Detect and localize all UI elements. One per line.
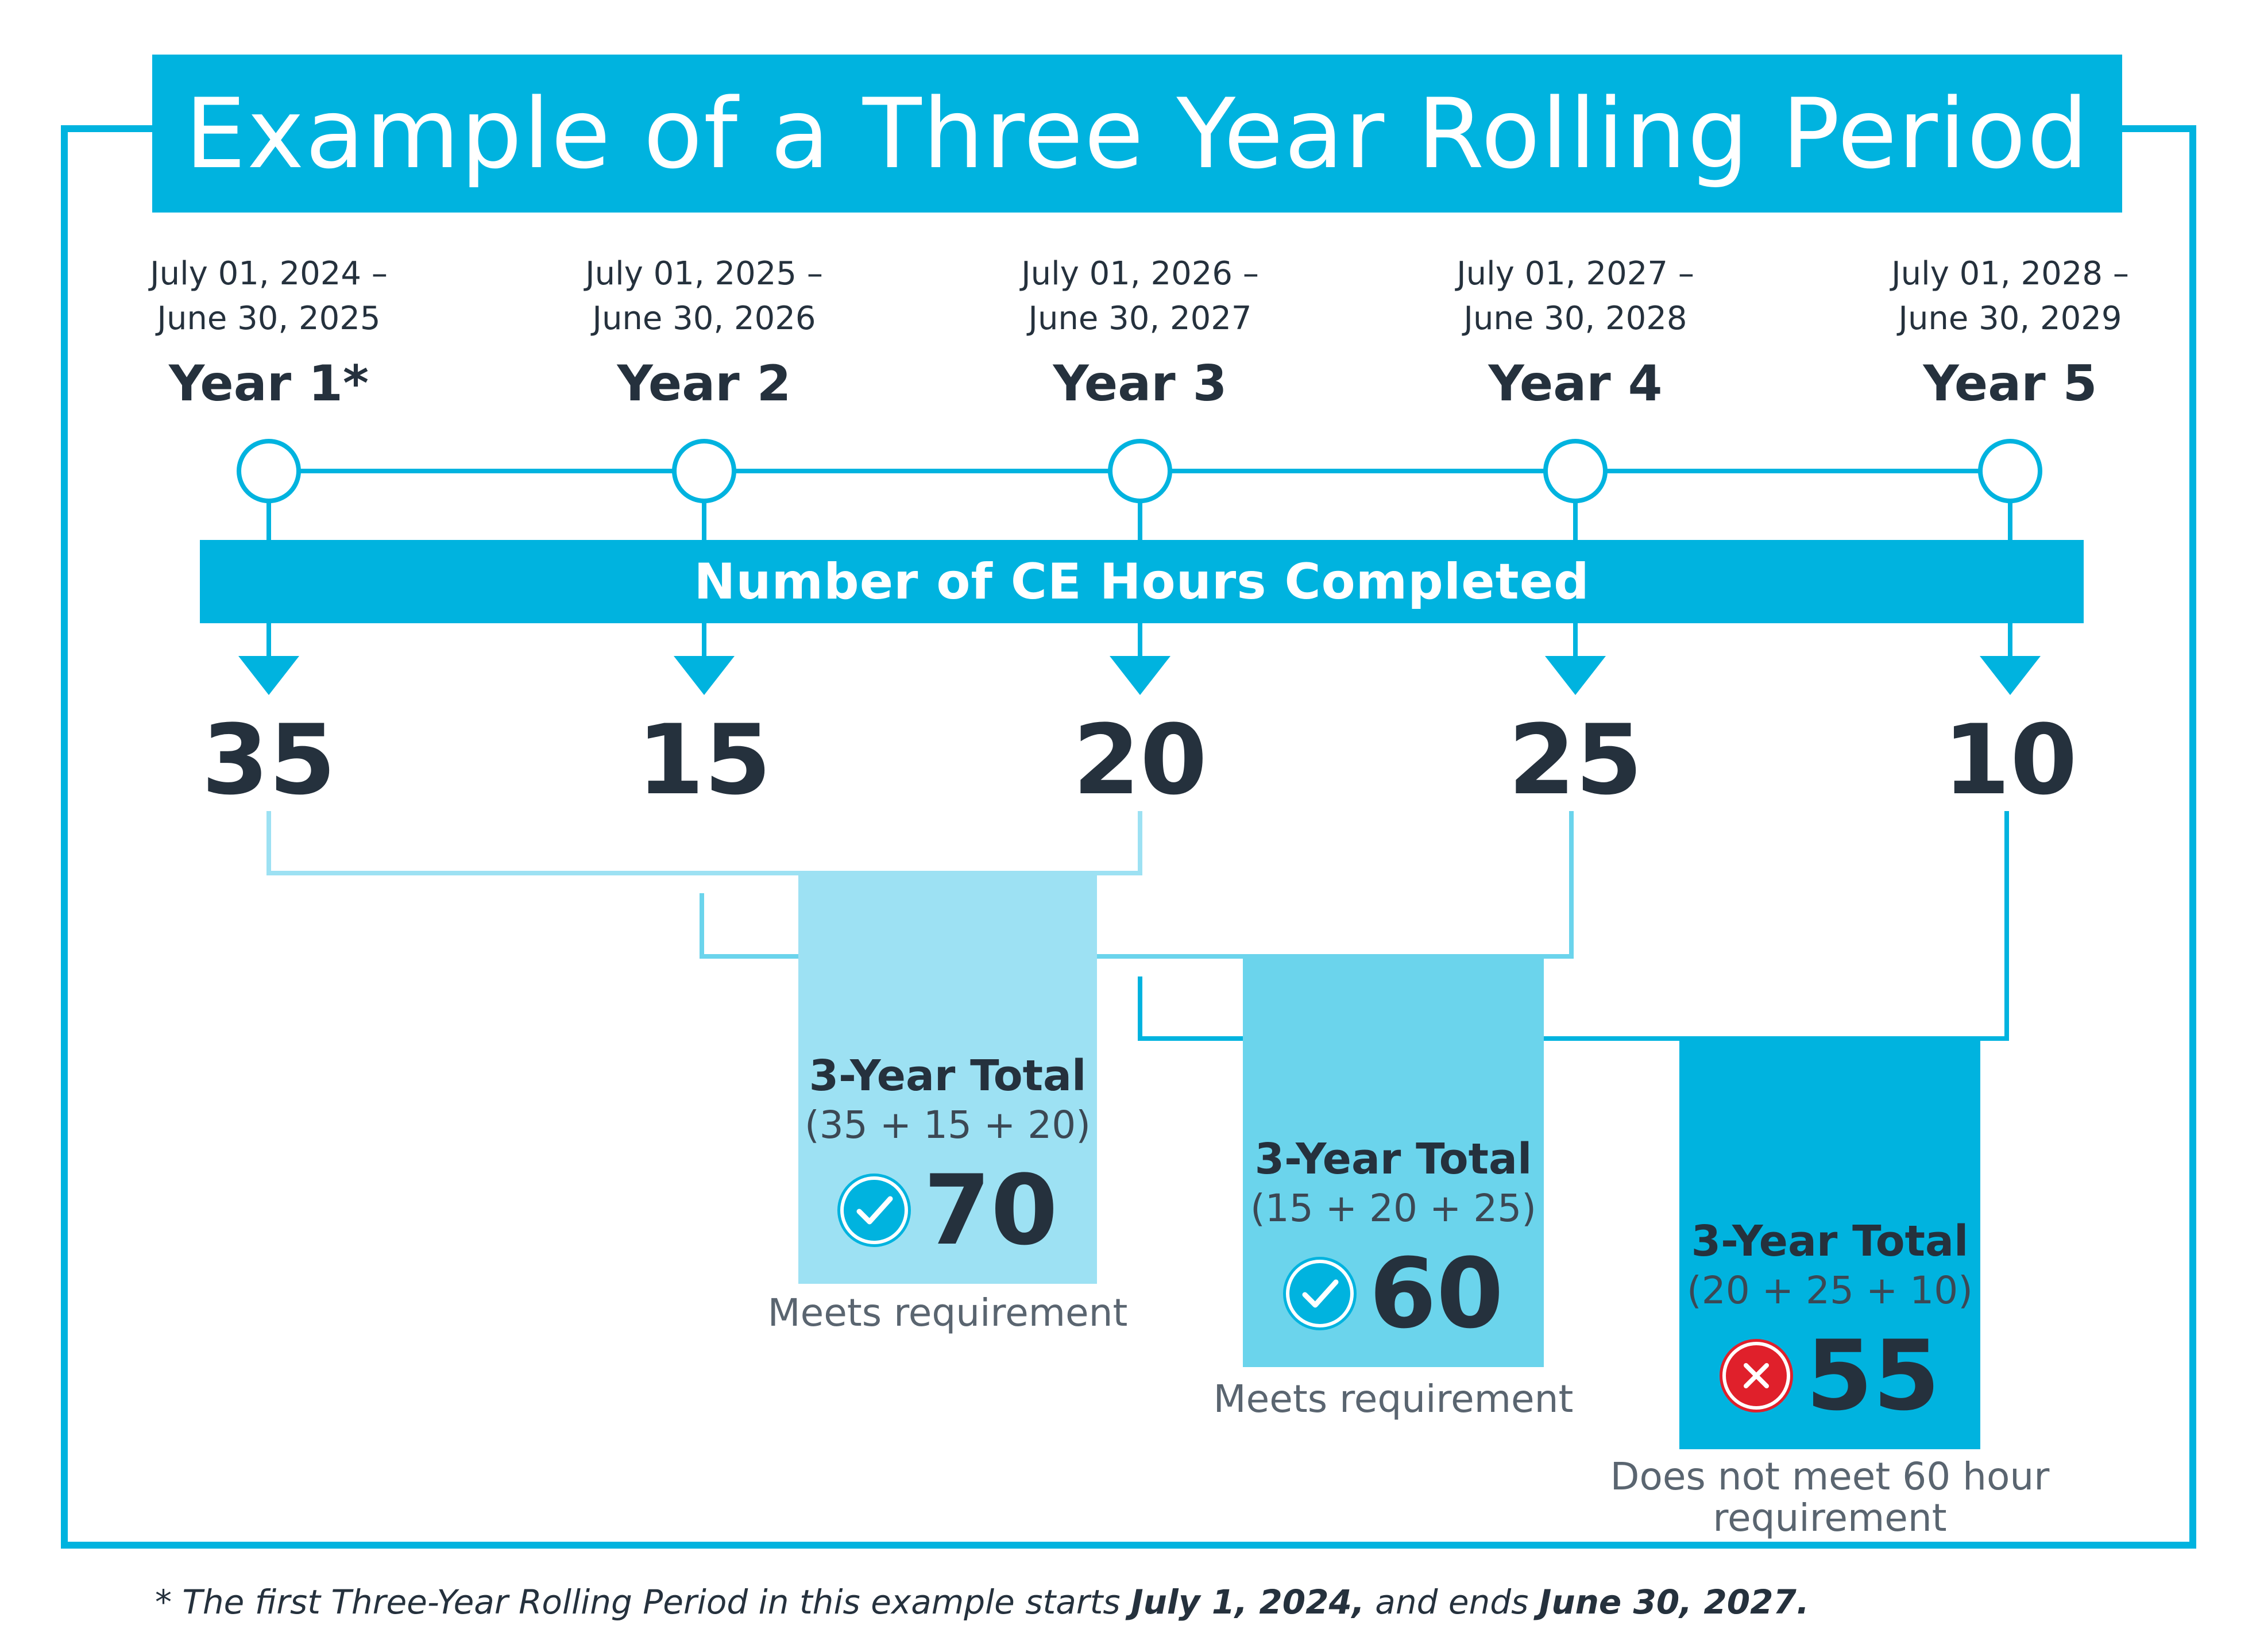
- year-label: Year 2: [617, 355, 791, 412]
- x-circle-icon: [1720, 1339, 1794, 1412]
- bracket-period-1: [266, 811, 1142, 875]
- total-formula: (15 + 20 + 25): [1250, 1186, 1536, 1230]
- year-label: Year 3: [1053, 355, 1227, 412]
- timeline-node-5: [1978, 439, 2042, 503]
- total-box-1: 3-Year Total (35 + 15 + 20) 70: [798, 1051, 1097, 1259]
- year-header-2: July 01, 2025 – June 30, 2026 Year 2: [543, 252, 865, 412]
- total-title: 3-Year Total: [1254, 1134, 1532, 1184]
- timeline-node-3: [1108, 439, 1172, 503]
- verdict-line-1: Does not meet 60 hour: [1610, 1454, 2050, 1499]
- ce-hours-bar: Number of CE Hours Completed: [200, 540, 2084, 623]
- hours-value-2: 15: [637, 704, 771, 816]
- ce-hours-bar-label: Number of CE Hours Completed: [694, 553, 1590, 611]
- footnote-end-date: June 30, 2027.: [1539, 1582, 1809, 1622]
- total-formula: (35 + 15 + 20): [805, 1103, 1091, 1147]
- year-label: Year 5: [1923, 355, 2097, 412]
- hours-value-4: 25: [1508, 704, 1643, 816]
- verdict-text-2: Meets requirement: [1213, 1377, 1574, 1421]
- verdict-line-2: requirement: [1713, 1496, 1947, 1540]
- total-value: 60: [1369, 1237, 1504, 1350]
- total-box-2: 3-Year Total (15 + 20 + 25) 60: [1243, 1134, 1544, 1342]
- year-range-end: June 30, 2025: [157, 300, 381, 337]
- timeline-node-4: [1543, 439, 1608, 503]
- total-result: 70: [798, 1161, 1097, 1259]
- check-circle-icon: [1283, 1257, 1357, 1330]
- hours-value-1: 35: [202, 704, 336, 816]
- title-banner: Example of a Three Year Rolling Period: [152, 55, 2122, 213]
- total-box-3: 3-Year Total (20 + 25 + 10) 55: [1679, 1217, 1980, 1425]
- year-label: Year 4: [1488, 355, 1663, 412]
- year-range-end: June 30, 2029: [1898, 300, 2122, 337]
- timeline-node-1: [237, 439, 301, 503]
- check-circle-icon: [837, 1174, 911, 1247]
- footnote: * The first Three-Year Rolling Period in…: [155, 1582, 1809, 1622]
- down-arrow-icon: [1110, 623, 1170, 695]
- total-title: 3-Year Total: [809, 1051, 1087, 1101]
- year-range-start: July 01, 2024 –: [150, 255, 388, 292]
- page-title: Example of a Three Year Rolling Period: [185, 77, 2089, 190]
- total-formula: (20 + 25 + 10): [1687, 1268, 1973, 1313]
- year-header-1: July 01, 2024 – June 30, 2025 Year 1*: [108, 252, 430, 412]
- down-arrow-icon: [1545, 623, 1606, 695]
- down-arrow-icon: [674, 623, 735, 695]
- total-value: 55: [1806, 1319, 1940, 1432]
- down-arrow-icon: [1980, 623, 2041, 695]
- verdict-text-1: Meets requirement: [767, 1291, 1128, 1335]
- bracket-period-2: [700, 811, 1574, 959]
- footnote-middle: and ends: [1364, 1582, 1539, 1622]
- year-header-3: July 01, 2026 – June 30, 2027 Year 3: [979, 252, 1301, 412]
- total-value: 70: [924, 1154, 1058, 1267]
- down-arrow-icon: [238, 623, 299, 695]
- total-title: 3-Year Total: [1691, 1217, 1969, 1266]
- year-label: Year 1*: [169, 355, 369, 412]
- year-range-start: July 01, 2026 –: [1021, 255, 1259, 292]
- year-header-4: July 01, 2027 – June 30, 2028 Year 4: [1415, 252, 1736, 412]
- year-range-start: July 01, 2028 –: [1891, 255, 2129, 292]
- verdict-text-3: Does not meet 60 hour requirement: [1600, 1456, 2060, 1539]
- year-range-start: July 01, 2025 –: [585, 255, 823, 292]
- year-range-start: July 01, 2027 –: [1457, 255, 1694, 292]
- year-range-end: June 30, 2028: [1463, 300, 1687, 337]
- footnote-prefix: * The first Three-Year Rolling Period in…: [155, 1582, 1131, 1622]
- bracket-period-3: [1138, 811, 2009, 1041]
- footnote-start-date: July 1, 2024,: [1131, 1582, 1365, 1622]
- year-range-end: June 30, 2027: [1028, 300, 1252, 337]
- hours-value-5: 10: [1943, 704, 2077, 816]
- total-result: 60: [1243, 1245, 1544, 1342]
- total-result: 55: [1679, 1327, 1980, 1425]
- timeline-node-2: [672, 439, 736, 503]
- hours-value-3: 20: [1073, 704, 1207, 816]
- year-range-end: June 30, 2026: [592, 300, 816, 337]
- year-header-5: July 01, 2028 – June 30, 2029 Year 5: [1849, 252, 2171, 412]
